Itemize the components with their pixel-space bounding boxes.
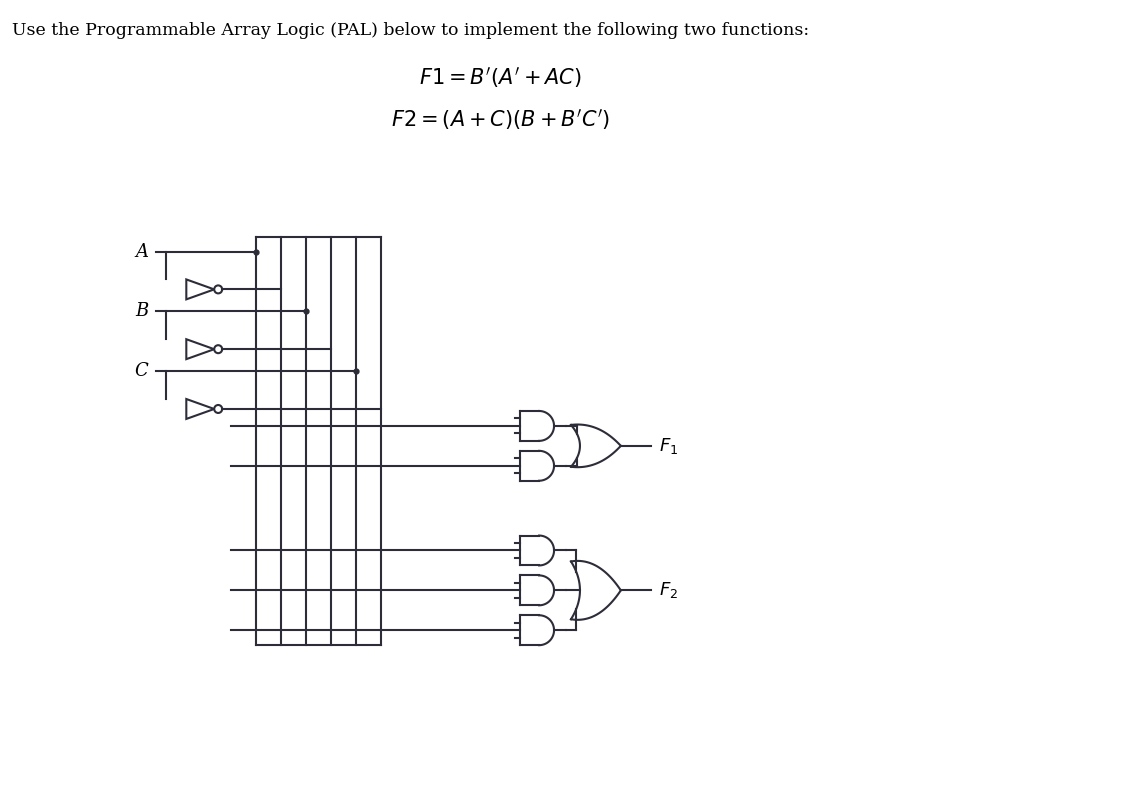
Text: $F_1$: $F_1$	[659, 436, 678, 456]
Text: C: C	[135, 362, 148, 380]
Text: A: A	[136, 243, 148, 260]
Text: B: B	[135, 302, 148, 320]
Text: $F_2$: $F_2$	[659, 580, 678, 600]
Text: $F2 = (A + C)(B + B^{\prime}C^{\prime})$: $F2 = (A + C)(B + B^{\prime}C^{\prime})$	[391, 107, 610, 132]
Text: $F1 = B^{\prime}(A^{\prime} + AC)$: $F1 = B^{\prime}(A^{\prime} + AC)$	[419, 65, 582, 90]
Text: Use the Programmable Array Logic (PAL) below to implement the following two func: Use the Programmable Array Logic (PAL) b…	[12, 23, 809, 39]
